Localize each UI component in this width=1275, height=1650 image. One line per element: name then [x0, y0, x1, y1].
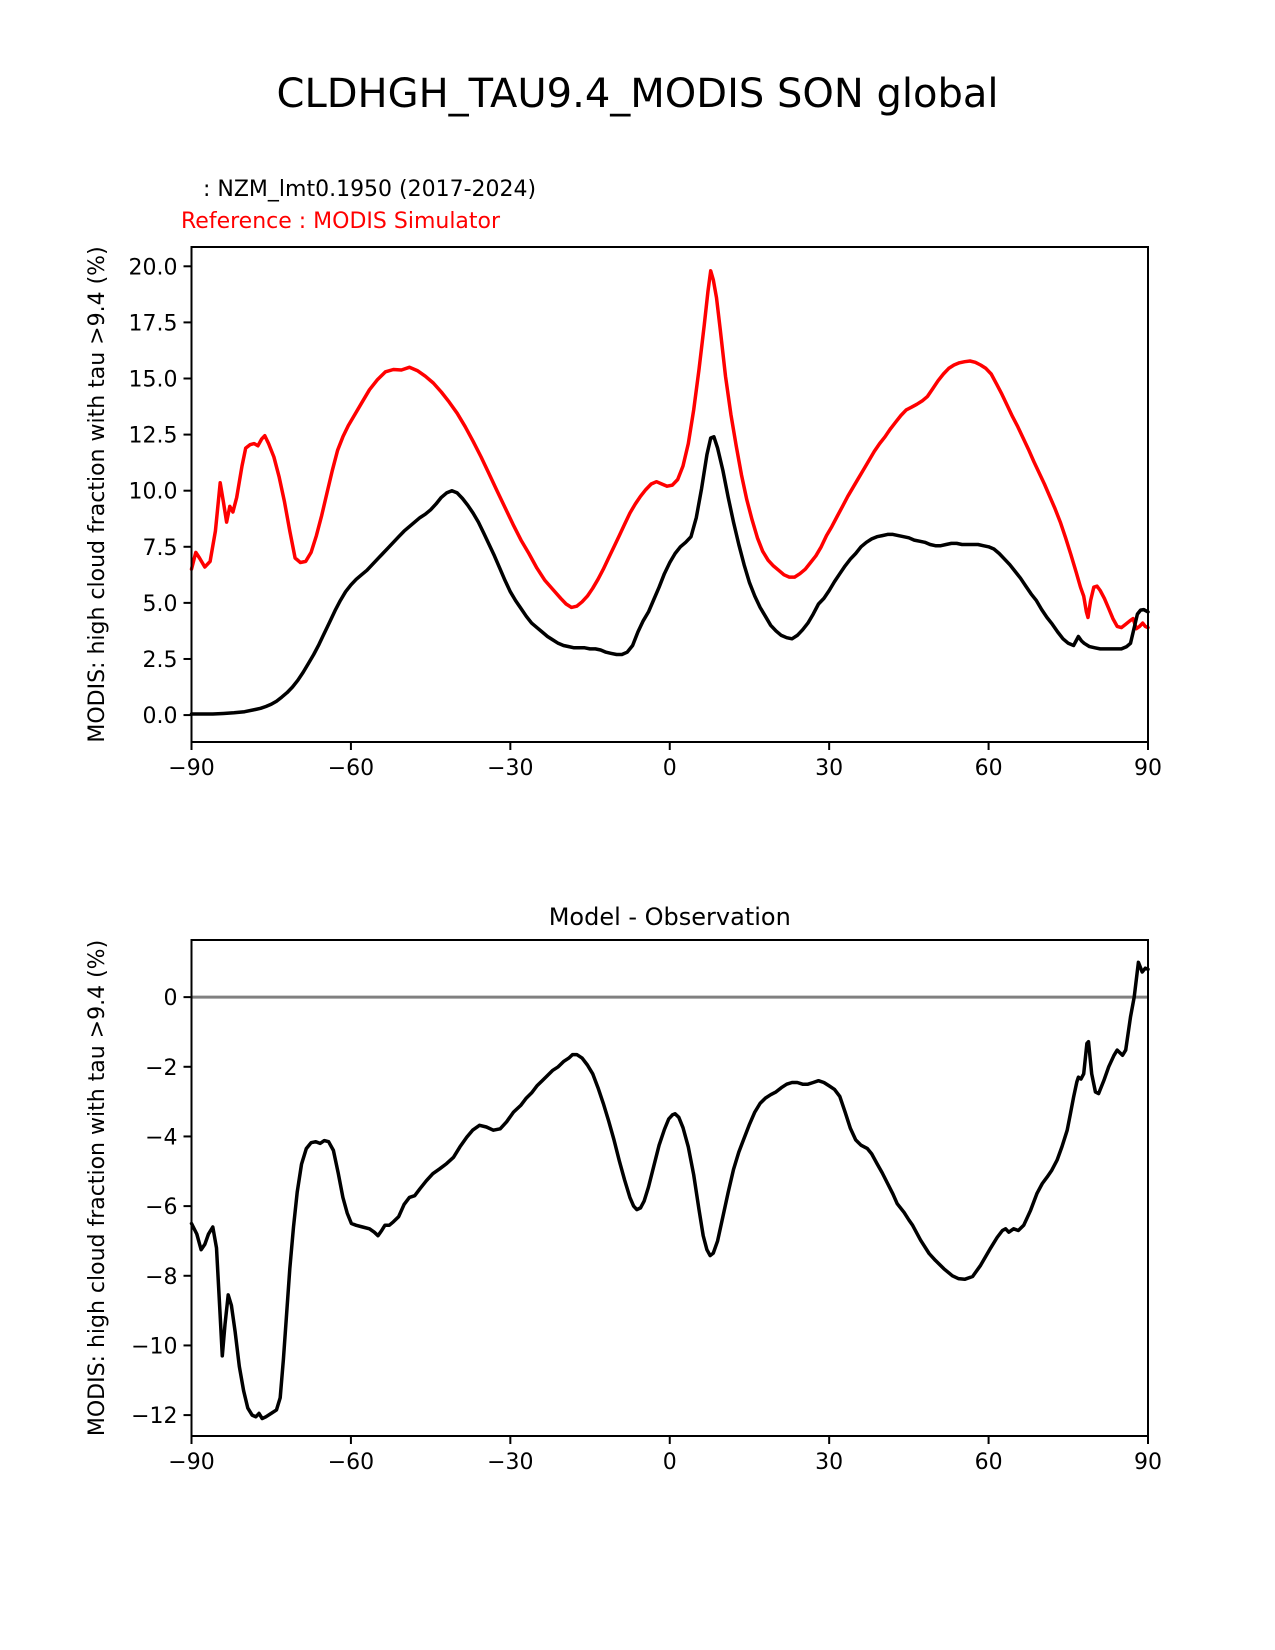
x-tick-label: −60	[328, 756, 374, 781]
legend-reference-label: Reference : MODIS Simulator	[181, 209, 501, 234]
y-tick-label: 20.0	[129, 255, 178, 280]
series-line-model	[189, 435, 1150, 716]
y-axis-label: MODIS: high cloud fraction with tau >9.4…	[85, 940, 110, 1436]
x-tick-label: −30	[487, 756, 533, 781]
y-tick-label: −12	[131, 1404, 177, 1429]
x-tick-label: −90	[168, 756, 214, 781]
series-line-reference	[189, 269, 1150, 631]
y-tick-label: 17.5	[129, 311, 178, 336]
figure-title: CLDHGH_TAU9.4_MODIS SON global	[276, 71, 999, 117]
x-tick-label: 60	[975, 756, 1003, 781]
x-tick-label: 30	[815, 1450, 843, 1475]
subplot-title: Model - Observation	[549, 903, 791, 931]
y-tick-label: 7.5	[143, 536, 178, 561]
y-tick-label: −10	[131, 1334, 177, 1359]
axes-frame	[190, 939, 1149, 1437]
y-tick-label: −8	[145, 1265, 177, 1290]
x-tick-label: 30	[815, 756, 843, 781]
y-tick-label: −4	[145, 1125, 177, 1150]
y-tick-label: −2	[145, 1056, 177, 1081]
x-tick-label: 90	[1134, 756, 1162, 781]
series-line-difference	[189, 960, 1150, 1421]
y-tick-label: 10.0	[129, 480, 178, 505]
y-tick-label: 0	[164, 986, 178, 1011]
y-tick-label: 0.0	[143, 704, 178, 729]
x-tick-label: 0	[663, 756, 677, 781]
x-tick-label: 60	[975, 1450, 1003, 1475]
y-tick-label: 5.0	[143, 592, 178, 617]
x-tick-label: −30	[487, 1450, 533, 1475]
y-tick-label: −6	[145, 1195, 177, 1220]
y-tick-label: 15.0	[129, 367, 178, 392]
y-axis-label: MODIS: high cloud fraction with tau >9.4…	[85, 246, 110, 742]
axes-frame	[190, 246, 1149, 743]
legend-model-label: : NZM_lmt0.1950 (2017-2024)	[196, 177, 537, 202]
y-tick-label: 12.5	[129, 424, 178, 449]
x-tick-label: 90	[1134, 1450, 1162, 1475]
y-tick-label: 2.5	[143, 648, 178, 673]
x-tick-label: −90	[168, 1450, 214, 1475]
x-tick-label: −60	[328, 1450, 374, 1475]
x-tick-label: 0	[663, 1450, 677, 1475]
